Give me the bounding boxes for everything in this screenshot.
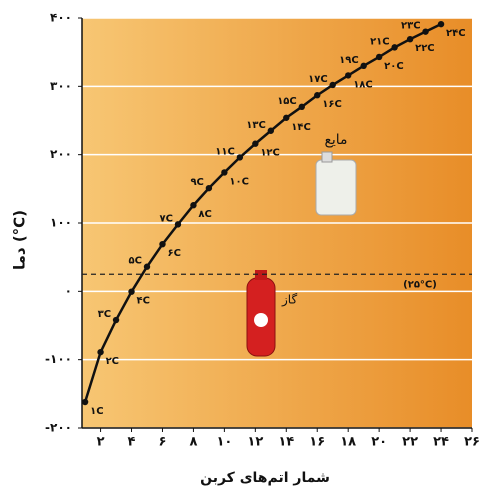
point-label: ۱۰C (229, 176, 249, 187)
data-point (159, 241, 165, 247)
x-tick-label: ۲ (97, 435, 105, 450)
liquid-container (316, 152, 356, 215)
data-point (299, 104, 305, 110)
x-tick-label: ۱۶ (309, 435, 325, 450)
data-point (345, 72, 351, 78)
y-tick-label: -۲۰۰ (45, 421, 72, 435)
data-point (422, 28, 428, 34)
x-tick-label: ۸ (189, 435, 197, 450)
point-label: ۱۷C (308, 74, 328, 85)
data-point (407, 36, 413, 42)
point-label: ۶C (167, 248, 180, 259)
point-label: ۱۴C (291, 122, 311, 133)
data-point (252, 141, 258, 147)
x-tick-label: ۱۲ (247, 435, 263, 450)
data-point (113, 317, 119, 323)
point-label: ۸C (198, 209, 211, 220)
data-point (82, 399, 88, 405)
gas-label: گاز (281, 293, 297, 308)
data-point (268, 128, 274, 134)
chart: مایع گاز شمار اتم‌های کربن دما (°C) -۲۰۰… (0, 0, 487, 494)
y-tick-label: ۳۰۰ (50, 79, 72, 93)
point-label: ۷C (159, 213, 172, 224)
data-point (330, 82, 336, 88)
data-point (97, 349, 103, 355)
x-tick-label: ۶ (159, 435, 167, 450)
point-label: ۲C (106, 356, 119, 367)
data-point (190, 202, 196, 208)
y-tick-label: -۱۰۰ (45, 352, 72, 366)
point-label: ۲۲C (415, 43, 435, 54)
data-point (144, 264, 150, 270)
point-label: ۳C (98, 309, 111, 320)
data-point (391, 44, 397, 50)
data-point (237, 154, 243, 160)
x-tick-label: ۱۴ (278, 435, 294, 450)
point-label: ۹C (190, 177, 203, 188)
point-label: ۲۱C (370, 36, 390, 47)
x-tick-label: ۲۰ (371, 435, 387, 450)
data-point (128, 288, 134, 294)
data-point (438, 21, 444, 27)
liquid-label: مایع (324, 132, 347, 148)
x-tick-label: ۲۴ (433, 435, 449, 450)
y-tick-label: ۴۰۰ (50, 11, 72, 25)
x-tick-label: ۴ (128, 435, 136, 450)
x-tick-label: ۲۶ (464, 435, 480, 450)
data-point (175, 221, 181, 227)
data-point (376, 54, 382, 60)
reference-label: (۲۵°C) (403, 279, 437, 290)
point-label: ۱۵C (277, 96, 297, 107)
point-label: ۱۹C (339, 55, 359, 66)
data-point (283, 115, 289, 121)
point-label: ۱C (90, 406, 103, 417)
x-tick-label: ۲۲ (402, 435, 418, 450)
y-axis-title: دما (°C) (11, 210, 29, 270)
point-label: ۱۶C (322, 99, 342, 110)
x-tick-label: ۱۸ (340, 435, 356, 450)
data-point (221, 169, 227, 175)
data-point (360, 63, 366, 69)
y-tick-label: ۰ (65, 284, 72, 298)
point-label: ۴C (137, 296, 150, 307)
point-label: ۱۸C (353, 79, 373, 90)
x-axis-title: شمار اتم‌های کربن (200, 470, 330, 486)
y-tick-label: ۲۰۰ (50, 147, 72, 161)
point-label: ۲۳C (401, 21, 421, 32)
data-point (206, 185, 212, 191)
point-label: ۵C (129, 256, 142, 267)
point-label: ۱۳C (246, 120, 266, 131)
gas-cylinder (247, 270, 275, 356)
point-label: ۱۱C (215, 146, 235, 157)
data-point (314, 92, 320, 98)
point-label: ۲۰C (384, 61, 404, 72)
point-label: ۲۴C (446, 28, 466, 39)
point-label: ۱۲C (260, 148, 280, 159)
x-tick-label: ۱۰ (216, 435, 232, 450)
y-tick-label: ۱۰۰ (50, 216, 72, 230)
